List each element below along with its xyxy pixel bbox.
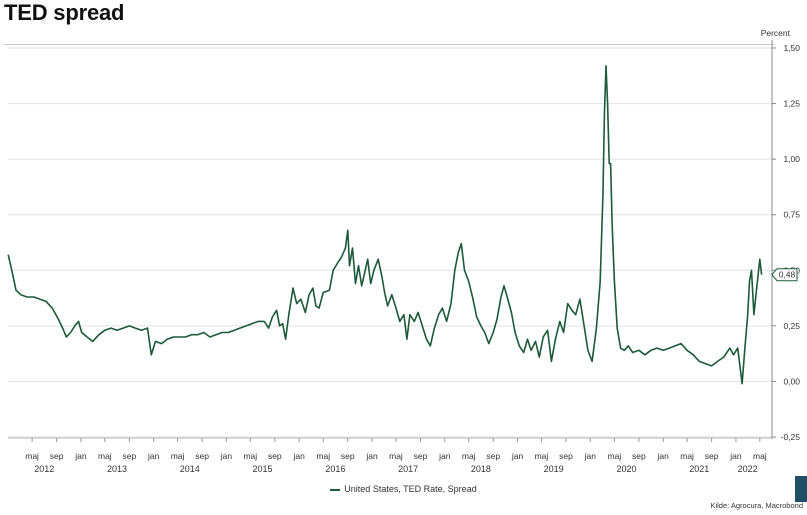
x-tick-label: jan: [657, 451, 670, 461]
x-year-label: 2017: [398, 464, 418, 474]
x-tick-label: maj: [316, 451, 330, 461]
x-tick-label: sep: [195, 451, 209, 461]
chart-title: TED spread: [4, 0, 125, 25]
x-tick-label: jan: [729, 451, 742, 461]
x-tick-label: sep: [705, 451, 719, 461]
y-tick-label: -0,25: [781, 432, 801, 442]
series-line: [7, 65, 763, 385]
x-tick-label: sep: [268, 451, 282, 461]
macrobond-logo: [795, 476, 807, 502]
x-year-label: 2015: [252, 464, 272, 474]
title-divider: [4, 44, 774, 45]
x-tick-label: sep: [559, 451, 573, 461]
x-year-label: 2016: [325, 464, 345, 474]
x-year-label: 2018: [471, 464, 491, 474]
x-tick-label: jan: [511, 451, 524, 461]
x-tick-label: maj: [389, 451, 403, 461]
y-tick-label: 0,00: [783, 376, 800, 386]
y-tick-label: 0,75: [783, 210, 800, 220]
x-tick-label: maj: [243, 451, 257, 461]
x-year-label: 2019: [544, 464, 564, 474]
x-year-label: 2022: [738, 464, 758, 474]
y-tick-label: 1,00: [783, 154, 800, 164]
x-tick-label: jan: [365, 451, 378, 461]
last-value-label: 0,48: [779, 270, 796, 280]
x-tick-label: sep: [486, 451, 500, 461]
x-tick-label: maj: [25, 451, 39, 461]
y-tick-label: 1,25: [783, 99, 800, 109]
y-axis-unit: Percent: [761, 28, 791, 38]
x-tick-label: sep: [632, 451, 646, 461]
legend-swatch: [330, 488, 341, 491]
x-tick-label: jan: [584, 451, 597, 461]
x-year-label: 2021: [689, 464, 709, 474]
x-tick-label: maj: [680, 451, 694, 461]
source-note: Kilde: Agrocura, Macrobond: [710, 501, 803, 510]
x-tick-label: sep: [341, 451, 355, 461]
x-tick-label: jan: [147, 451, 160, 461]
y-tick-label: 0,25: [783, 321, 800, 331]
chart-legend: United States, TED Rate, Spread: [0, 484, 807, 494]
x-tick-label: maj: [171, 451, 185, 461]
x-year-label: 2013: [107, 464, 127, 474]
x-tick-label: jan: [292, 451, 305, 461]
x-year-label: 2012: [34, 464, 54, 474]
x-tick-label: sep: [122, 451, 136, 461]
x-tick-label: maj: [608, 451, 622, 461]
x-year-label: 2014: [180, 464, 200, 474]
x-tick-label: sep: [50, 451, 64, 461]
x-tick-label: jan: [74, 451, 87, 461]
x-tick-label: maj: [462, 451, 476, 461]
last-value-callout: [771, 268, 798, 282]
x-tick-label: maj: [535, 451, 549, 461]
y-tick-label: 1,50: [783, 43, 800, 53]
x-tick-label: maj: [753, 451, 767, 461]
x-tick-label: jan: [220, 451, 233, 461]
x-tick-label: sep: [414, 451, 428, 461]
legend-label: United States, TED Rate, Spread: [344, 484, 477, 494]
x-year-label: 2020: [617, 464, 637, 474]
x-tick-label: maj: [98, 451, 112, 461]
x-tick-label: jan: [438, 451, 451, 461]
